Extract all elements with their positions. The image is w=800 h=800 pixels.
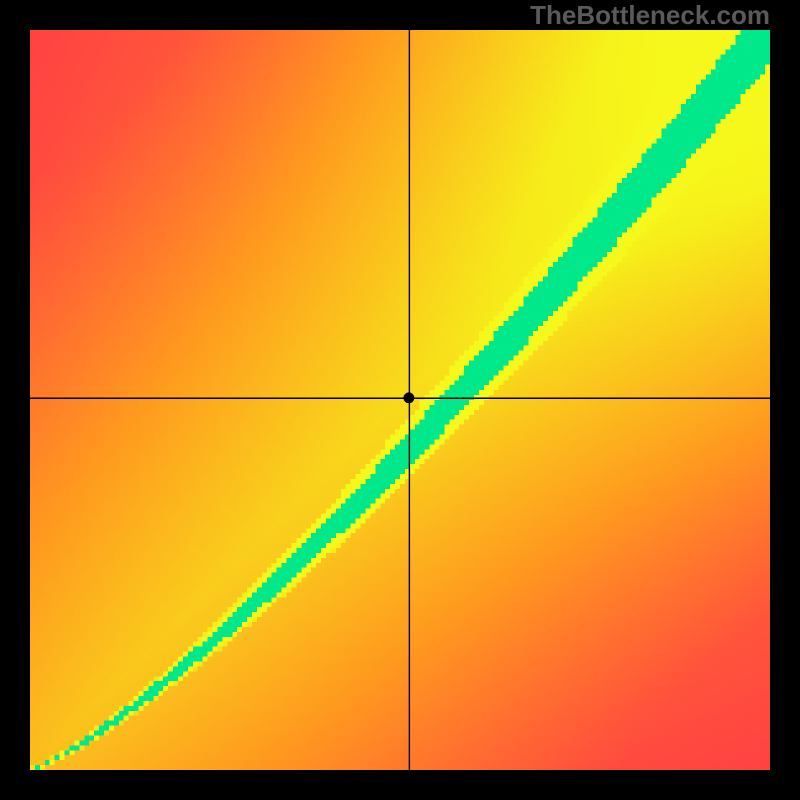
crosshair-overlay-canvas (0, 0, 800, 800)
watermark-text: TheBottleneck.com (530, 0, 770, 31)
chart-container: TheBottleneck.com (0, 0, 800, 800)
